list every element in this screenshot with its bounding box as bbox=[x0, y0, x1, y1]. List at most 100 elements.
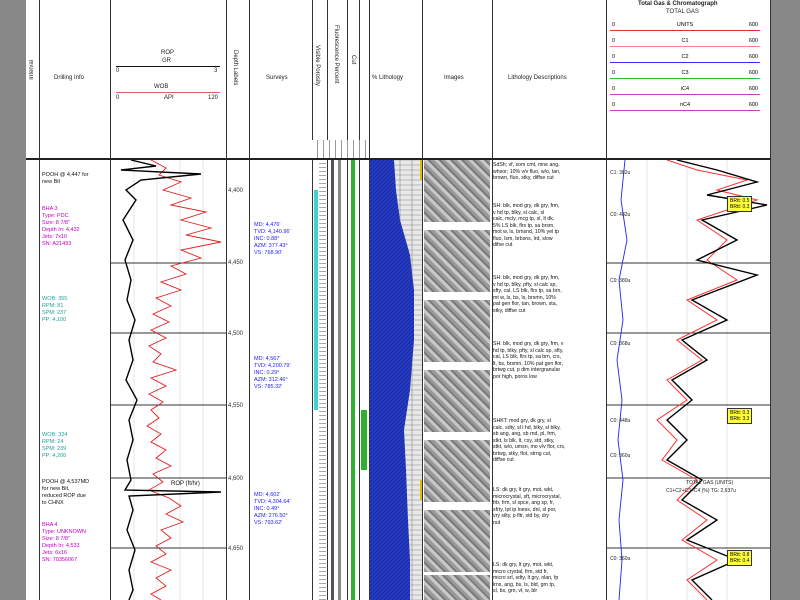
gas-track bbox=[607, 160, 770, 600]
gas-legend-color-bar bbox=[610, 29, 760, 31]
depth-label: 4,650 bbox=[228, 546, 244, 552]
col-divider bbox=[226, 0, 227, 600]
cut-track bbox=[351, 160, 355, 600]
gas-legend-row: 0 C1 600 bbox=[610, 38, 760, 47]
gas-legend-label: C3 bbox=[681, 70, 689, 76]
gas-ratio-tag: BRtt: 0.8 BRtt: 0.4 bbox=[727, 550, 753, 566]
drilling-note: WOB: 355 RPM: 81 SPM: 237 PP: 4,100 bbox=[42, 296, 68, 323]
depth-label: 4,550 bbox=[228, 403, 244, 409]
col-divider bbox=[312, 0, 313, 600]
gas-legend-min: 0 bbox=[612, 102, 616, 108]
drilling-note: POOH @ 4,537MD for new Bit, reduced ROP … bbox=[42, 479, 90, 506]
gr-scale-left: 0 bbox=[116, 95, 120, 101]
survey-entry: MD: 4,476' TVD: 4,140.96' INC: 0.88° AZM… bbox=[254, 222, 291, 256]
gas-annotation: C1: 382u bbox=[610, 170, 631, 176]
gas-annotation: C0: 448u bbox=[610, 418, 631, 424]
depth-label: 4,400 bbox=[228, 188, 244, 194]
lithology-description: LS: dk gry, lt gry, mot, wkt, micro crys… bbox=[493, 562, 559, 594]
gas-legend-min: 0 bbox=[612, 22, 616, 28]
rop-scale-left: 0 bbox=[116, 68, 120, 74]
gas-title: Total Gas & Chromatograph bbox=[638, 1, 718, 7]
rop-header: ROP bbox=[161, 50, 175, 56]
col-divider bbox=[422, 0, 423, 600]
gas-annotation: C0: 380u bbox=[610, 278, 631, 284]
cuttings-image bbox=[424, 575, 490, 600]
porosity-track bbox=[319, 160, 326, 600]
wob-header: WOB bbox=[154, 84, 169, 90]
cuttings-image bbox=[424, 370, 490, 432]
gas-annotation: C0: 360u bbox=[610, 556, 631, 562]
gas-legend-color-bar bbox=[610, 61, 760, 63]
col-divider bbox=[110, 0, 111, 600]
gas-subtitle: TOTAL GAS bbox=[666, 9, 699, 15]
fluorescence-track-1 bbox=[331, 160, 334, 600]
rop-curve bbox=[120, 160, 222, 600]
fluorescence-track-2 bbox=[338, 160, 341, 600]
gas-legend-max: 600 bbox=[748, 102, 758, 108]
rop-scale-line bbox=[116, 66, 220, 67]
gr-scale-line bbox=[116, 92, 220, 93]
col-divider bbox=[606, 0, 607, 600]
gas-legend-row: 0 UNITS 600 bbox=[610, 22, 760, 31]
mud-log-page: Interval Drilling Info ROP GR 0 3 WOB 0 … bbox=[26, 0, 771, 600]
visible-porosity-bar bbox=[314, 190, 318, 410]
rop-gr-grid bbox=[133, 160, 204, 600]
fluorescence-header: Fluorescence Percent bbox=[333, 25, 339, 84]
gas-legend-label: UNITS bbox=[676, 22, 694, 28]
gas-legend-max: 600 bbox=[748, 38, 758, 44]
gas-legend-max: 600 bbox=[748, 86, 758, 92]
gas-legend-label: C2 bbox=[681, 54, 689, 60]
lithology-description: SH: blk, mod gry, dk gry, frm, v hd tp, … bbox=[493, 203, 560, 248]
gas-annotation: C0: 360u bbox=[610, 453, 631, 459]
depth-label: 4,600 bbox=[228, 476, 244, 482]
gas-legend-label: C1 bbox=[681, 38, 689, 44]
drilling-info-header: Drilling Info bbox=[54, 75, 85, 81]
col-divider bbox=[369, 0, 370, 600]
lithology-shale-fill bbox=[370, 160, 414, 600]
col-divider bbox=[359, 0, 360, 600]
gas-legend-min: 0 bbox=[612, 70, 616, 76]
gas-legend-label: nC4 bbox=[679, 102, 691, 108]
gas-legend-color-bar bbox=[610, 77, 760, 79]
rop-curve-label: ROP (ft/hr) bbox=[171, 481, 200, 487]
lithology-description: LS: dk gry, lt gry, mot, wkt, microcryst… bbox=[493, 487, 562, 526]
gr-curve bbox=[146, 160, 222, 600]
col-divider bbox=[39, 0, 40, 600]
gas-legend-row: 0 nC4 600 bbox=[610, 102, 760, 111]
cuttings-image bbox=[424, 440, 490, 502]
survey-entry: MD: 4,602' TVD: 4,304.64' INC: 0.49° AZM… bbox=[254, 492, 291, 526]
gas-ratio-tag: BRtt: 0.3 BRtt: 3.3 bbox=[727, 408, 753, 424]
gas-legend-color-bar bbox=[610, 109, 760, 111]
gr-header: GR bbox=[162, 58, 171, 64]
gas-legend-label: iC4 bbox=[680, 86, 690, 92]
rop-scale-right: 3 bbox=[214, 68, 218, 74]
visible-porosity-header: Visible Porosity bbox=[314, 45, 320, 86]
lithology-pct-header: % Lithology bbox=[372, 75, 404, 81]
cuttings-image bbox=[424, 230, 490, 292]
gas-legend-min: 0 bbox=[612, 86, 616, 92]
litho-desc-header: Lithology Descriptions bbox=[508, 75, 567, 81]
rop-gr-track bbox=[111, 160, 226, 600]
gas-depth-gridlines bbox=[607, 262, 770, 549]
gas-legend-color-bar bbox=[610, 93, 760, 95]
cut-green-block bbox=[361, 410, 367, 470]
col-divider bbox=[249, 0, 250, 600]
gas-annotation: C0: 368u bbox=[610, 341, 631, 347]
images-header: Images bbox=[444, 75, 464, 81]
col-divider bbox=[492, 0, 493, 600]
gas-legend-max: 600 bbox=[748, 22, 758, 28]
col-divider bbox=[770, 0, 771, 600]
col-divider bbox=[347, 0, 348, 600]
drilling-note: BHA 4 Type: UNKNOWN Size: 8 7/8" Depth I… bbox=[42, 522, 87, 563]
c1-curve bbox=[656, 160, 759, 600]
depth-label: 4,450 bbox=[228, 260, 244, 266]
gas-legend-min: 0 bbox=[612, 54, 616, 60]
gas-legend-row: 0 iC4 600 bbox=[610, 86, 760, 95]
depth-gridlines bbox=[111, 262, 226, 549]
gas-footer-line1: TOTAL GAS (UNITS) bbox=[686, 480, 734, 486]
depth-header: Depth Labels bbox=[232, 50, 238, 86]
depth-label: 4,500 bbox=[228, 331, 244, 337]
gr-scale-mid: API bbox=[164, 95, 174, 101]
gas-annotation: C0: 482u bbox=[610, 212, 631, 218]
lithology-description: SHKT: mod gry, dk gry, sl calc, sdty, sl… bbox=[493, 418, 566, 463]
